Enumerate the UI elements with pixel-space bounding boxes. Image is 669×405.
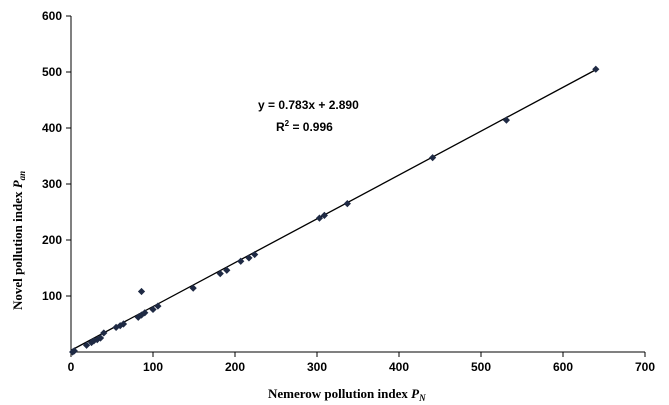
data-point-marker (429, 154, 437, 162)
x-tick-label: 500 (471, 360, 491, 374)
data-point-marker (70, 347, 78, 355)
data-point-marker (96, 334, 105, 342)
data-point-marker (141, 309, 149, 317)
data-point-marker (320, 211, 328, 219)
x-tick-label: 300 (307, 360, 327, 374)
r-squared-label: R2 = 0.996 (276, 119, 333, 134)
y-tick-label: 400 (42, 121, 62, 135)
data-point-marker (216, 270, 224, 278)
data-point-marker (137, 287, 146, 296)
x-tick-label: 0 (68, 360, 75, 374)
data-point-marker (137, 311, 146, 319)
data-points (69, 65, 600, 356)
data-point-marker (315, 214, 324, 222)
data-point-marker (223, 266, 231, 274)
data-point-marker (592, 65, 600, 73)
data-point-marker (149, 305, 157, 314)
trendline-equation: y = 0.783x + 2.890 (258, 98, 359, 112)
y-axis-title: Novel pollution index Pan (10, 171, 27, 310)
data-point-marker (237, 257, 245, 265)
y-tick-label: 300 (42, 177, 62, 191)
y-tick-label: 100 (42, 289, 62, 303)
data-point-marker (251, 250, 259, 259)
x-tick-label: 200 (225, 360, 245, 374)
y-tick-label: 500 (42, 65, 62, 79)
data-point-marker (154, 302, 162, 310)
data-point-marker (245, 254, 253, 262)
data-point-marker (343, 200, 351, 208)
data-point-marker (82, 341, 91, 349)
data-point-marker (134, 313, 142, 321)
x-tick-label: 700 (635, 360, 655, 374)
y-tick-label: 600 (42, 9, 62, 23)
data-point-marker (502, 116, 511, 124)
tick-layer: 0 100 200 300 400 500 600 700 100 200 300 400 500 600 (42, 9, 655, 374)
x-axis-title: Nemerow pollution index PN (268, 386, 426, 403)
y-tick-label: 200 (42, 233, 62, 247)
x-tick-label: 600 (553, 360, 573, 374)
data-point-marker (119, 320, 128, 328)
data-point-marker (189, 284, 197, 292)
data-point-marker (100, 329, 108, 337)
data-point-marker (87, 338, 96, 347)
x-tick-label: 100 (143, 360, 163, 374)
x-tick-label: 400 (389, 360, 409, 374)
